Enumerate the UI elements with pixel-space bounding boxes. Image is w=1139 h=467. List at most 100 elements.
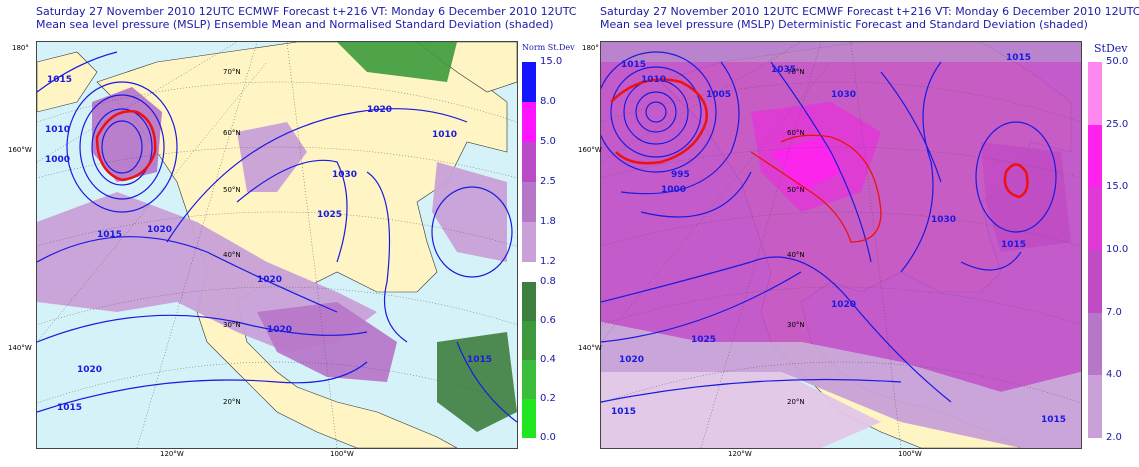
right-graticule bbox=[601, 42, 1081, 448]
right-isobar-label: 1025 bbox=[691, 335, 716, 345]
right-isobar-label: 1000 bbox=[661, 185, 686, 195]
right-title-line1: Saturday 27 November 2010 12UTC ECMWF Fo… bbox=[600, 5, 1139, 18]
right-map-canvas: 1015 1010 1005 995 1000 1020 1025 1035 1… bbox=[601, 42, 1081, 448]
left-isobar-label: 1010 bbox=[432, 130, 457, 140]
left-shade-atlantic bbox=[432, 162, 507, 262]
colorbar-label: 7.0 bbox=[1106, 306, 1122, 318]
right-lat-label: 20°N bbox=[787, 398, 805, 406]
right-lon-label-140w: 140°W bbox=[578, 344, 602, 352]
right-colorbar bbox=[1088, 62, 1102, 438]
colorbar-label: 0.6 bbox=[540, 315, 556, 326]
left-land-asia bbox=[37, 51, 98, 113]
left-graticule bbox=[37, 42, 517, 448]
left-colorbar-upper bbox=[522, 62, 536, 262]
left-title-line2: Mean sea level pressure (MSLP) Ensemble … bbox=[36, 18, 554, 31]
right-lat-label: 50°N bbox=[787, 186, 805, 194]
left-isobar-label: 1010 bbox=[45, 125, 70, 135]
colorbar-segment bbox=[522, 102, 536, 142]
left-shade-green-atlantic bbox=[437, 332, 517, 432]
colorbar-label: 25.0 bbox=[1106, 118, 1129, 130]
right-shade-atlantic bbox=[981, 142, 1071, 252]
right-isobar-label: 1010 bbox=[641, 75, 666, 85]
right-isobars bbox=[601, 51, 1057, 403]
right-red-contour-atlantic bbox=[1003, 163, 1029, 199]
left-isobar-label: 1020 bbox=[267, 325, 292, 335]
colorbar-segment bbox=[522, 182, 536, 222]
left-isobar-label: 1030 bbox=[332, 170, 357, 180]
right-lon-label-120w: 120°W bbox=[728, 450, 752, 458]
left-isobar-label: 1020 bbox=[367, 105, 392, 115]
colorbar-label: 2.0 bbox=[1106, 432, 1122, 443]
left-lat-label: 30°N bbox=[223, 321, 241, 329]
colorbar-label: 0.0 bbox=[540, 432, 556, 443]
right-title-line2: Mean sea level pressure (MSLP) Determini… bbox=[600, 18, 1088, 31]
right-red-contour-low bbox=[610, 78, 708, 165]
left-isobar-label: 1015 bbox=[97, 230, 122, 240]
left-lat-label: 20°N bbox=[223, 398, 241, 406]
left-map[interactable]: 1015 1010 1000 1020 1020 1025 1030 1020 … bbox=[36, 41, 518, 449]
colorbar-label: 15.0 bbox=[1106, 181, 1129, 193]
left-red-contour bbox=[95, 110, 157, 182]
left-legend-title: Norm St.Dev bbox=[522, 43, 575, 52]
right-isobar-label: 1015 bbox=[1041, 415, 1066, 425]
right-lat-label: 40°N bbox=[787, 251, 805, 259]
colorbar-segment bbox=[522, 142, 536, 182]
left-lon-label-140w: 140°W bbox=[8, 344, 32, 352]
colorbar-segment bbox=[1088, 312, 1102, 376]
right-lon-label-160w: 160°W bbox=[578, 146, 602, 154]
right-isobar-label: 1030 bbox=[831, 90, 856, 100]
left-lon-label-120w: 120°W bbox=[160, 450, 184, 458]
left-isobar-label: 1020 bbox=[257, 275, 282, 285]
left-lon-label-180: 180° bbox=[12, 44, 29, 52]
left-isobar-label: 1025 bbox=[317, 210, 342, 220]
colorbar-segment bbox=[522, 321, 536, 360]
right-lon-label-180: 180° bbox=[582, 44, 599, 52]
colorbar-label: 1.2 bbox=[540, 256, 556, 267]
right-isobar-label: 1015 bbox=[1006, 53, 1031, 63]
right-isobar-label: 1030 bbox=[931, 215, 956, 225]
colorbar-label: 10.0 bbox=[1106, 244, 1129, 255]
left-lon-label-160w: 160°W bbox=[8, 146, 32, 154]
right-shade-lightest bbox=[601, 372, 881, 448]
left-shade-interior bbox=[237, 122, 307, 192]
left-isobar-label: 1000 bbox=[45, 155, 70, 165]
right-shade-broad bbox=[601, 62, 1081, 392]
left-lat-label: 60°N bbox=[223, 129, 241, 137]
left-isobar-label: 1015 bbox=[467, 355, 492, 365]
right-isobar-label: 1020 bbox=[619, 355, 644, 365]
colorbar-segment bbox=[522, 360, 536, 399]
colorbar-segment bbox=[1088, 187, 1102, 250]
left-isobars bbox=[37, 51, 517, 423]
left-colorbar-lower bbox=[522, 282, 536, 438]
colorbar-segment bbox=[1088, 124, 1102, 188]
right-shade-light-south bbox=[601, 322, 1081, 448]
right-isobar-label: 1005 bbox=[706, 90, 731, 100]
right-shade-peak bbox=[771, 137, 841, 192]
left-shade-pacific-low bbox=[92, 87, 162, 182]
right-isobar-label: 1020 bbox=[831, 300, 856, 310]
right-legend-title: StDev bbox=[1094, 42, 1128, 55]
left-title-line1: Saturday 27 November 2010 12UTC ECMWF Fo… bbox=[36, 5, 577, 18]
left-isobar-label: 1020 bbox=[77, 365, 102, 375]
right-isobar-label: 995 bbox=[671, 170, 690, 180]
left-shade-gulf bbox=[257, 302, 397, 382]
left-lat-label: 70°N bbox=[223, 68, 241, 76]
left-lon-label-100w: 100°W bbox=[330, 450, 354, 458]
left-lat-label: 50°N bbox=[223, 186, 241, 194]
right-lon-label-100w: 100°W bbox=[898, 450, 922, 458]
colorbar-label: 0.4 bbox=[540, 354, 556, 365]
left-isobar-label: 1020 bbox=[147, 225, 172, 235]
colorbar-segment bbox=[522, 399, 536, 438]
left-shade-green-north bbox=[337, 42, 457, 82]
colorbar-label: 0.2 bbox=[540, 393, 556, 404]
left-lat-label: 40°N bbox=[223, 251, 241, 259]
colorbar-label: 50.0 bbox=[1106, 56, 1129, 67]
right-lat-label: 30°N bbox=[787, 321, 805, 329]
colorbar-label: 15.0 bbox=[540, 56, 563, 67]
colorbar-segment bbox=[1088, 375, 1102, 438]
colorbar-segment bbox=[522, 222, 536, 262]
right-isobar-label: 1015 bbox=[1001, 240, 1026, 250]
colorbar-label: 1.8 bbox=[540, 216, 556, 227]
right-map[interactable]: 1015 1010 1005 995 1000 1020 1025 1035 1… bbox=[600, 41, 1082, 449]
colorbar-label: 5.0 bbox=[540, 136, 556, 147]
